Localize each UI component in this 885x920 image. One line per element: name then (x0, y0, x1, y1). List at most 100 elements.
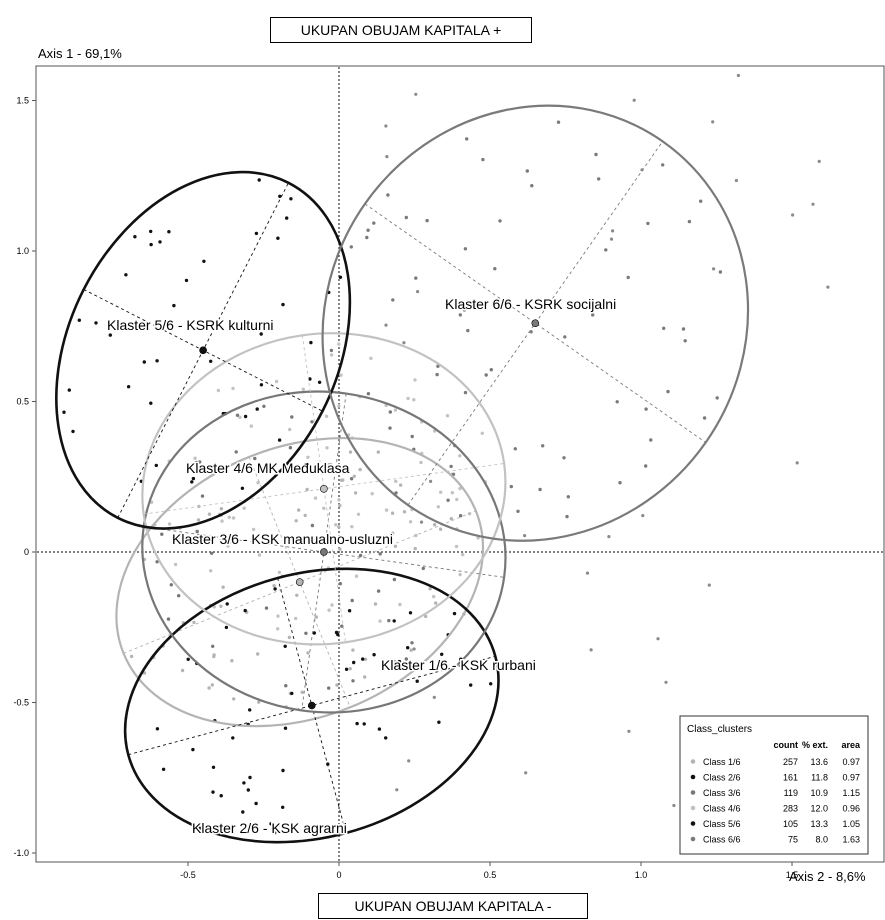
point-class1 (409, 648, 413, 652)
point-class5 (259, 383, 264, 387)
point-class5 (254, 231, 259, 236)
legend-value: 8.0 (815, 835, 828, 845)
point-class1 (142, 671, 147, 675)
y-tick-label: 1.0 (16, 246, 29, 256)
ellipse-class5 (55, 170, 352, 530)
point-class5 (202, 259, 206, 263)
point-class3 (304, 631, 308, 635)
point-class6 (615, 400, 619, 404)
point-class4 (231, 386, 235, 391)
point-class6 (463, 247, 468, 251)
point-class1 (196, 518, 201, 522)
point-class2 (241, 810, 245, 814)
point-class3 (169, 583, 173, 587)
legend-header-1: % ext. (802, 740, 828, 750)
legend-value: 10.9 (810, 788, 828, 798)
point-class5 (277, 438, 282, 442)
point-class6 (525, 169, 529, 173)
point-class5 (255, 407, 259, 411)
point-class1 (327, 462, 332, 467)
point-class4 (231, 516, 236, 520)
point-class2 (372, 653, 376, 657)
point-class5 (338, 275, 343, 279)
point-outlier (524, 771, 528, 775)
point-class4 (249, 424, 253, 428)
point-class4 (167, 522, 172, 526)
legend-class-name: Class 3/6 (703, 788, 741, 798)
point-class2 (248, 775, 252, 780)
point-class4 (384, 508, 389, 512)
point-class6 (386, 193, 390, 197)
point-class2 (243, 608, 247, 613)
point-class2 (320, 824, 324, 829)
point-class6 (597, 177, 601, 181)
point-class4 (193, 456, 197, 460)
legend-marker (690, 805, 696, 811)
point-class2 (437, 720, 441, 724)
point-class2 (191, 747, 195, 752)
point-class5 (190, 480, 194, 484)
point-class4 (212, 605, 216, 609)
point-class2 (248, 708, 252, 712)
point-class5 (154, 463, 158, 468)
point-class1 (363, 675, 367, 679)
point-outlier (736, 73, 741, 78)
point-class3 (388, 410, 392, 414)
point-class6 (414, 276, 418, 280)
point-class6 (530, 184, 534, 188)
point-class1 (393, 659, 397, 664)
point-class3 (253, 456, 257, 461)
point-class1 (129, 654, 134, 659)
point-class1 (338, 547, 342, 551)
point-class6 (449, 464, 453, 469)
point-class4 (274, 379, 279, 384)
point-class1 (256, 652, 260, 656)
x-tick-label: 0 (336, 870, 341, 880)
point-class3 (235, 413, 240, 417)
legend-value: 283 (783, 804, 798, 814)
point-class6 (489, 368, 493, 372)
point-outlier (395, 788, 399, 792)
point-class1 (221, 585, 225, 589)
point-class2 (186, 657, 190, 661)
point-class1 (180, 668, 185, 673)
legend-header-2: area (841, 740, 861, 750)
point-class5 (309, 340, 313, 345)
point-class1 (352, 474, 356, 478)
point-class4 (393, 408, 398, 412)
point-class5 (281, 302, 285, 307)
centroid-class2 (307, 701, 316, 710)
point-class5 (276, 236, 280, 240)
legend-marker (690, 774, 696, 780)
point-class6 (666, 389, 670, 394)
point-outlier (391, 531, 395, 535)
point-class1 (230, 659, 234, 663)
point-class2 (440, 652, 444, 656)
point-class1 (373, 602, 378, 606)
legend-title: Class_clusters (687, 724, 752, 735)
point-class5 (142, 360, 146, 364)
point-outlier (811, 202, 815, 206)
x-tick-label: 1.0 (635, 870, 648, 880)
legend-class-name: Class 2/6 (703, 773, 741, 783)
point-class2 (246, 788, 250, 792)
point-class4 (209, 569, 213, 573)
point-class4 (369, 356, 373, 360)
legend-marker (690, 836, 696, 842)
point-class1 (297, 508, 301, 512)
point-outlier (384, 323, 388, 327)
point-class4 (329, 353, 334, 357)
point-class6 (365, 235, 369, 240)
point-class6 (451, 472, 456, 476)
point-class4 (370, 492, 374, 496)
ellipse-class6 (321, 104, 750, 542)
point-class2 (352, 660, 356, 665)
point-class1 (449, 517, 453, 521)
point-class1 (272, 584, 276, 588)
point-class1 (376, 450, 380, 454)
point-class4 (337, 342, 341, 346)
point-outlier (416, 290, 420, 294)
point-outlier (664, 680, 668, 684)
point-class4 (394, 479, 398, 484)
point-class3 (394, 491, 398, 495)
